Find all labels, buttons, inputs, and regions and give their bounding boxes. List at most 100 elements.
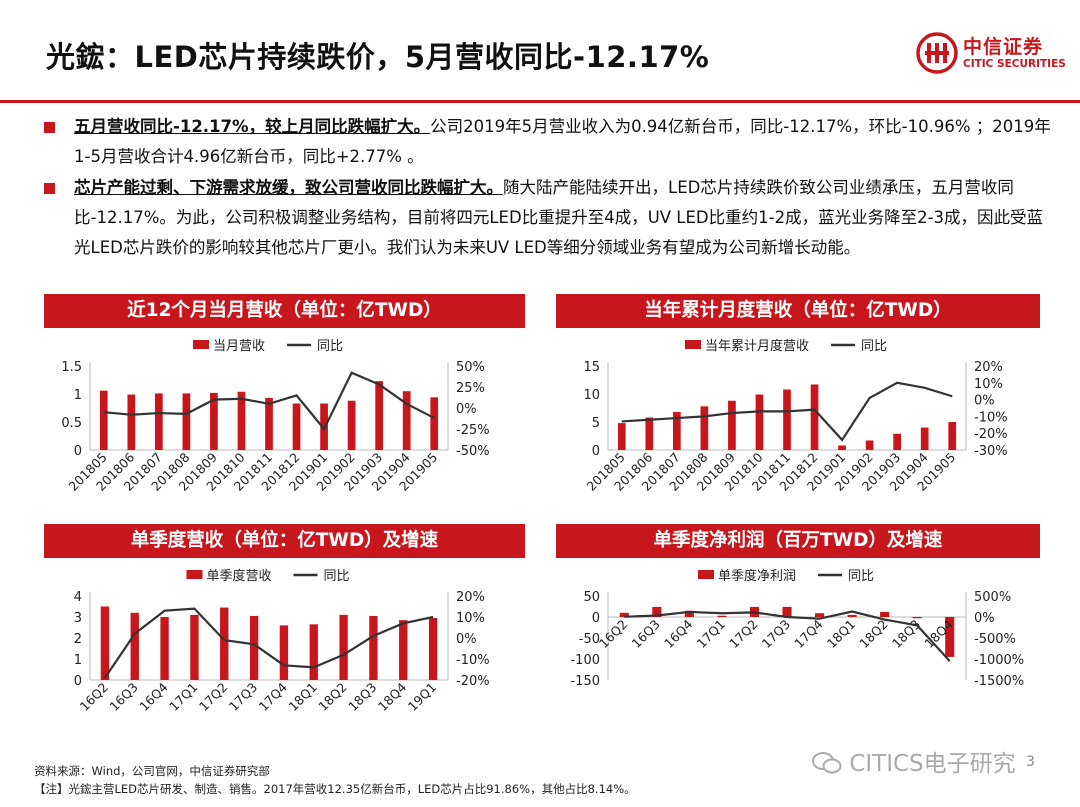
y-right-tick-label: -1000% [974,653,1024,668]
y-left-tick-label: 4 [74,590,82,605]
y-right-tick-label: 20% [974,360,1003,375]
x-tick-label: 16Q2 [596,617,630,651]
y-right-tick-label: -10% [456,653,490,668]
y-left-tick-label: 0 [74,444,82,459]
y-left-tick-label: 1 [74,388,82,403]
x-tick-label: 18Q1 [824,617,858,651]
logo-text-en: CITIC SECURITIES [963,58,1066,70]
yoy-line [103,371,435,432]
bar [375,381,384,450]
chart-quarterly-net-profit: 单季度净利润 同比 -150 -100 -50 0 50 -1500% -1000% -500% 0… [570,568,1024,689]
page-title: 光鋐：LED芯片持续跌价，5月营收同比-12.17% [46,40,710,74]
x-tick-label: 17Q3 [759,617,793,651]
y-right-tick-label: 0% [456,402,477,417]
wechat-icon [812,752,842,774]
page-number: 3 [1026,754,1035,770]
citic-emblem-icon [916,32,958,74]
y-left-tick-label: 10 [583,388,600,403]
legend-bar-swatch [193,340,209,349]
bullet-square-icon [44,183,55,194]
bar [865,440,874,450]
bar [127,394,136,450]
x-tick-label: 16Q4 [136,679,170,713]
title-divider [0,100,1080,103]
source-text: 资料来源：Wind，公司官网，中信证券研究部 [34,764,270,778]
legend-line-label: 同比 [861,339,887,354]
y-right-tick-label: 0% [456,632,477,647]
y-right-tick-label: 50% [456,360,485,375]
bar [945,617,955,657]
bar [249,615,259,680]
yoy-line [624,610,951,662]
bar [279,625,289,680]
bullet-lead: 芯片产能过剩、下游需求放缓，致公司营收同比跌幅扩大。 [74,178,503,197]
yoy-line [621,381,953,442]
bar [399,620,408,680]
y-left-tick-label: -50 [579,632,600,647]
yoy-line [104,607,434,679]
bullet-text: 随大陆产能陆续开出，LED芯片持续跌价致公司业绩承压，五月营收同比-12.17%… [74,178,1044,257]
y-right-tick-label: -50% [456,444,490,459]
legend-bar-label: 单季度营收 [207,568,272,584]
bar [912,617,922,619]
x-tick-label: 17Q1 [694,617,728,651]
x-tick-label: 17Q1 [166,680,200,714]
y-left-tick-label: 0.5 [61,416,82,431]
x-tick-label: 16Q4 [661,616,695,650]
bar [645,417,654,450]
chart-cumulative-revenue: 当年累计月度营收 同比051015-30%-20%-10%0%10%20%2018… [583,338,1008,494]
y-left-tick-label: 5 [592,416,600,431]
bar [210,392,218,450]
y-right-tick-label: -10% [974,410,1008,425]
x-tick-label: 17Q4 [256,679,290,713]
y-left-tick-label: 3 [74,611,82,626]
bar [880,611,890,617]
y-right-tick-label: -25% [456,423,490,438]
bar [755,394,764,450]
y-right-tick-label: 500% [974,590,1011,605]
bar [684,610,694,617]
x-tick-label: 18Q3 [345,680,379,714]
bar [783,389,791,450]
bullet-lead: 五月营收同比-12.17%，较上月同比跌幅扩大。 [74,117,431,136]
bar [402,391,411,450]
y-left-tick-label: 2 [74,632,82,647]
y-left-tick-label: 50 [583,590,600,605]
bar [369,615,378,680]
bar [920,427,929,450]
bar [717,615,727,617]
bar [220,607,229,680]
chart-title-monthly-revenue: 近12个月当月营收（单位：亿TWD） [44,294,525,328]
chart-monthly-revenue: 当月营收 同比00.511.5-50%-25%0%25%50%2018052018… [61,339,490,494]
x-tick-label: 18Q2 [856,617,890,651]
legend-line-label: 同比 [324,569,350,584]
y-right-tick-label: -500% [974,632,1016,647]
bar [430,397,439,450]
watermark-text: CITICS电子研究 [849,751,1016,777]
y-right-tick-label: -30% [974,444,1008,459]
bar [893,433,902,450]
bar [652,606,662,617]
legend-line-label: 同比 [848,569,874,584]
x-tick-label: 17Q3 [226,680,260,714]
bar [672,411,681,450]
bar [130,612,139,680]
bar [948,422,957,450]
legend-bar-swatch [698,570,714,579]
bar [838,445,846,450]
bar [814,613,825,617]
footnote-text: 【注】光鋐主营LED芯片研发、制造、销售。2017年营收12.35亿新台币，LE… [34,782,636,796]
y-left-tick-label: 1 [74,653,82,668]
y-right-tick-label: -20% [456,674,490,689]
x-tick-label: 18Q4 [375,679,409,713]
bar [428,618,438,680]
legend-line-label: 同比 [317,339,343,354]
y-left-tick-label: 0 [74,674,82,689]
legend-bar-label: 当月营收 [213,339,265,354]
chart-title-quarterly-net-profit: 单季度净利润（百万TWD）及增速 [556,524,1040,558]
bullet-item: 芯片产能过剩、下游需求放缓，致公司营收同比跌幅扩大。随大陆产能陆续开出，LED芯… [44,173,1054,263]
watermark: CITICS电子研究 [812,744,1016,778]
chart-title-cumulative-revenue: 当年累计月度营收（单位：亿TWD） [556,294,1040,328]
y-left-tick-label: -150 [570,674,600,689]
